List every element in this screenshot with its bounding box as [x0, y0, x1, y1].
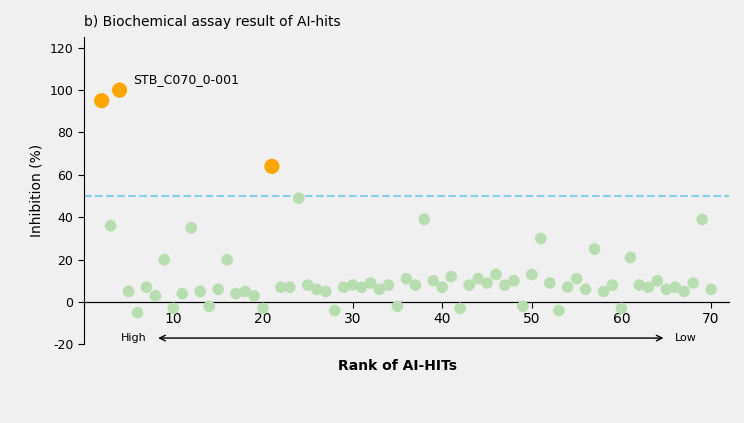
Point: [633, 282, 645, 288]
Point: [535, 235, 547, 242]
Point: [571, 275, 583, 282]
Point: [544, 280, 556, 286]
Point: [176, 290, 188, 297]
Point: [597, 288, 609, 295]
Text: Rank of AI-HITs: Rank of AI-HITs: [338, 359, 457, 373]
Point: [105, 222, 117, 229]
Text: b) Biochemical assay result of AI-hits: b) Biochemical assay result of AI-hits: [84, 15, 340, 29]
Point: [347, 282, 359, 288]
Text: High: High: [121, 333, 147, 343]
Point: [562, 284, 574, 291]
Point: [517, 303, 529, 310]
Point: [141, 284, 153, 291]
Point: [320, 288, 332, 295]
Point: [427, 277, 439, 284]
Point: [490, 271, 502, 278]
Point: [239, 288, 251, 295]
Point: [96, 97, 108, 104]
Point: [409, 282, 421, 288]
Point: [670, 284, 682, 291]
Point: [606, 282, 618, 288]
Text: Low: Low: [676, 333, 697, 343]
Point: [553, 307, 565, 314]
Point: [194, 288, 206, 295]
Point: [284, 284, 296, 291]
Point: [615, 305, 627, 312]
Point: [185, 225, 197, 231]
Point: [221, 256, 233, 263]
Point: [356, 284, 368, 291]
Point: [472, 275, 484, 282]
Point: [687, 280, 699, 286]
Point: [329, 307, 341, 314]
Point: [679, 288, 690, 295]
Point: [373, 286, 385, 293]
Point: [705, 286, 717, 293]
Point: [365, 280, 376, 286]
Point: [338, 284, 350, 291]
Point: [464, 282, 475, 288]
Point: [499, 282, 511, 288]
Point: [589, 246, 600, 253]
Point: [132, 309, 144, 316]
Point: [293, 195, 305, 202]
Point: [445, 273, 457, 280]
Point: [526, 271, 538, 278]
Point: [248, 292, 260, 299]
Point: [311, 286, 323, 293]
Point: [150, 292, 161, 299]
Point: [400, 275, 412, 282]
Point: [391, 303, 403, 310]
Point: [642, 284, 654, 291]
Point: [651, 277, 663, 284]
Point: [661, 286, 673, 293]
Point: [167, 305, 179, 312]
Point: [508, 277, 520, 284]
Point: [212, 286, 224, 293]
Point: [114, 87, 126, 93]
Point: [302, 282, 314, 288]
Point: [696, 216, 708, 223]
Point: [454, 305, 466, 312]
Point: [158, 256, 170, 263]
Point: [418, 216, 430, 223]
Point: [230, 290, 242, 297]
Point: [382, 282, 394, 288]
Point: [266, 163, 278, 170]
Point: [257, 305, 269, 312]
Point: [123, 288, 135, 295]
Point: [580, 286, 591, 293]
Point: [624, 254, 636, 261]
Text: STB_C070_0-001: STB_C070_0-001: [133, 73, 239, 86]
Point: [436, 284, 448, 291]
Point: [203, 303, 215, 310]
Y-axis label: Inhibition (%): Inhibition (%): [30, 144, 44, 237]
Point: [481, 280, 493, 286]
Point: [275, 284, 287, 291]
